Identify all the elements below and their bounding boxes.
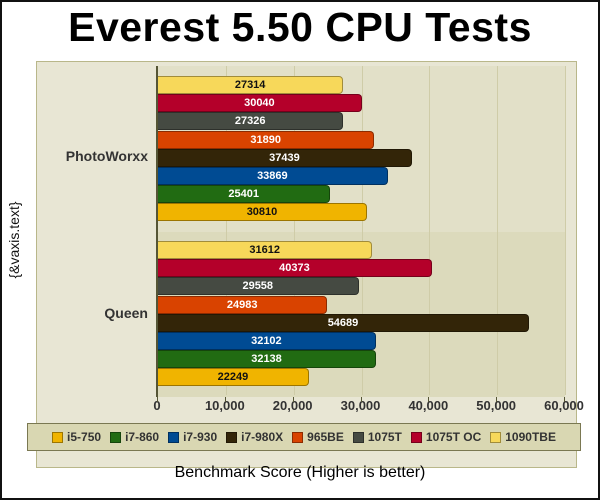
bar-value-label: 54689: [327, 316, 359, 329]
bar-queen-i5-750: 22249: [158, 368, 309, 387]
bar-queen-i7-930: 32102: [158, 332, 376, 350]
gridline: [293, 66, 295, 395]
x-tick-label: 0: [153, 398, 161, 413]
gridline: [565, 66, 566, 395]
bar-value-label: 24983: [226, 298, 258, 311]
x-tick-label: 50,000: [476, 398, 517, 413]
x-tick-mark: [292, 397, 294, 402]
legend-label: i7-860: [125, 430, 160, 444]
x-tick-label: 60,000: [544, 398, 584, 413]
bar-photoworxx-i7-980x: 37439: [158, 148, 412, 167]
bar-value-label: 29558: [242, 280, 274, 293]
legend-swatch: [52, 431, 64, 443]
bar-photoworxx-1075t: 27326: [158, 112, 344, 131]
legend-label: i7-980X: [241, 430, 284, 444]
legend-label: 1090TBE: [505, 430, 556, 444]
bar-photoworxx-i7-930: 33869: [158, 167, 388, 185]
gridline: [497, 66, 499, 395]
legend-item-i7-860: i7-860: [110, 430, 159, 444]
gridline: [225, 66, 227, 395]
x-tick-label: 20,000: [272, 398, 313, 413]
legend-item-i7-930: i7-930: [168, 430, 217, 444]
legend-item-1075t: 1075T: [352, 430, 402, 444]
y-axis-title: {&vaxis.text}: [6, 201, 22, 279]
legend-item-i5-750: i5-750: [52, 430, 101, 444]
bar-queen-1090tbe: 31612: [158, 241, 373, 259]
x-axis-title: Benchmark Score (Higher is better): [174, 464, 426, 481]
x-tick-mark: [496, 397, 498, 402]
bar-queen-i7-980x: 54689: [158, 313, 529, 332]
bar-value-label: 32102: [251, 335, 282, 347]
chart-title: Everest 5.50 CPU Tests: [68, 4, 532, 50]
bar-value-label: 31890: [250, 133, 281, 146]
legend-item-965be: 965BE: [292, 430, 344, 444]
legend-swatch: [292, 431, 304, 443]
bar-value-label: 33869: [257, 170, 288, 182]
x-tick-label: 30,000: [340, 398, 381, 413]
legend-swatch: [168, 431, 180, 443]
bar-queen-1075t: 29558: [158, 277, 359, 296]
x-tick-mark: [428, 397, 430, 402]
legend: i5-750 i7-860 i7-930 i7-980X 965BE 1075T 1075T…: [27, 423, 581, 451]
legend-swatch: [410, 431, 422, 443]
bar-value-label: 31612: [249, 244, 280, 256]
legend-label: i7-930: [183, 430, 218, 444]
category-label-queen: Queen: [104, 305, 148, 321]
x-tick-mark: [157, 397, 158, 402]
bar-value-label: 30040: [244, 97, 275, 110]
bar-value-label: 40373: [279, 262, 310, 275]
bar-value-label: 30810: [246, 206, 278, 219]
x-tick-mark: [224, 397, 226, 402]
legend-label: 1075T: [367, 430, 402, 444]
bar-value-label: 27326: [234, 115, 266, 128]
x-tick-label: 40,000: [408, 398, 449, 413]
bar-photoworxx-i7-860: 25401: [158, 185, 331, 204]
bar-photoworxx-965be: 31890: [158, 130, 375, 149]
bar-value-label: 27314: [234, 79, 266, 91]
legend-swatch: [490, 431, 502, 443]
legend-item-1090tbe: 1090TBE: [490, 430, 556, 444]
bar-queen-965be: 24983: [158, 295, 328, 314]
legend-swatch: [110, 431, 122, 443]
x-tick-mark: [564, 397, 565, 402]
bar-photoworxx-1075t-oc: 30040: [158, 94, 362, 113]
bar-value-label: 22249: [217, 371, 249, 384]
legend-swatch: [352, 431, 364, 443]
gridline: [429, 66, 431, 395]
plot-area: 27314 30040 27326 31890 37439 33869 25401 30810…: [156, 66, 566, 397]
legend-label: 1075T OC: [425, 430, 482, 444]
bar-value-label: 37439: [269, 151, 300, 164]
bar-photoworxx-i5-750: 30810: [158, 203, 367, 222]
bar-value-label: 32138: [251, 353, 282, 366]
legend-item-i7-980x: i7-980X: [226, 430, 283, 444]
category-label-photoworxx: PhotoWorxx: [65, 148, 148, 164]
x-tick-label: 10,000: [204, 398, 245, 413]
gridline: [361, 66, 363, 395]
legend-item-1075t-oc: 1075T OC: [410, 430, 482, 444]
bar-queen-i7-860: 32138: [158, 350, 376, 369]
bar-queen-1075t-oc: 40373: [158, 259, 432, 278]
legend-swatch: [226, 431, 238, 443]
x-tick-mark: [360, 397, 362, 402]
legend-label: i5-750: [67, 430, 102, 444]
bar-photoworxx-1090tbe: 27314: [158, 76, 344, 94]
bar-value-label: 25401: [228, 188, 259, 201]
legend-label: 965BE: [307, 430, 344, 444]
